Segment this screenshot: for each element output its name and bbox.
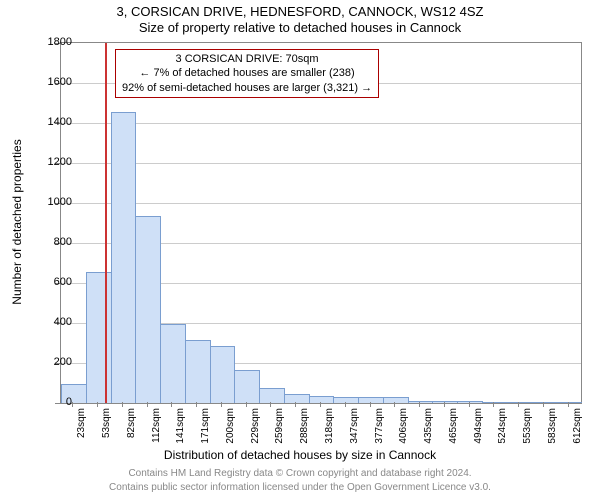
reference-line [105, 43, 107, 403]
footer-copyright: Contains HM Land Registry data © Crown c… [0, 468, 600, 479]
histogram-bar [432, 401, 458, 403]
ytick-label: 400 [32, 316, 72, 328]
histogram-bar [135, 216, 161, 403]
histogram-bar [284, 394, 310, 403]
xtick [97, 402, 98, 407]
xtick [295, 402, 296, 407]
histogram-bar [234, 370, 260, 403]
xtick [345, 402, 346, 407]
annotation-line: ← 7% of detached houses are smaller (238… [122, 66, 372, 80]
gridline [61, 123, 581, 124]
histogram-bar [383, 397, 409, 403]
ytick-label: 1200 [32, 156, 72, 168]
histogram-bar [358, 397, 384, 403]
xtick [246, 402, 247, 407]
xtick [543, 402, 544, 407]
histogram-bar [531, 402, 557, 403]
yaxis-title: Number of detached properties [10, 42, 24, 402]
xtick [419, 402, 420, 407]
ytick-label: 0 [32, 396, 72, 408]
ytick-label: 1600 [32, 76, 72, 88]
xtick [196, 402, 197, 407]
xtick [444, 402, 445, 407]
ytick-label: 1800 [32, 36, 72, 48]
histogram-bar [309, 396, 335, 403]
annotation-box: 3 CORSICAN DRIVE: 70sqm← 7% of detached … [115, 49, 379, 98]
title-sub: Size of property relative to detached ho… [0, 20, 600, 35]
histogram-bar [111, 112, 137, 403]
xtick [370, 402, 371, 407]
histogram-bar [210, 346, 236, 403]
gridline [61, 163, 581, 164]
xtick [147, 402, 148, 407]
xtick [320, 402, 321, 407]
ytick-label: 1400 [32, 116, 72, 128]
histogram-bar [86, 272, 112, 403]
plot-area: 3 CORSICAN DRIVE: 70sqm← 7% of detached … [60, 42, 582, 404]
histogram-bar [185, 340, 211, 403]
histogram-bar [457, 401, 483, 403]
histogram-bar [556, 402, 582, 403]
histogram-bar [160, 324, 186, 403]
histogram-bar [482, 402, 508, 403]
title-main: 3, CORSICAN DRIVE, HEDNESFORD, CANNOCK, … [0, 4, 600, 19]
ytick-label: 200 [32, 356, 72, 368]
histogram-bar [408, 401, 434, 403]
xaxis-title: Distribution of detached houses by size … [0, 448, 600, 462]
annotation-line: 3 CORSICAN DRIVE: 70sqm [122, 52, 372, 66]
ytick-label: 800 [32, 236, 72, 248]
ytick-label: 600 [32, 276, 72, 288]
xtick [171, 402, 172, 407]
xtick [72, 402, 73, 407]
ytick-label: 1000 [32, 196, 72, 208]
gridline [61, 203, 581, 204]
xtick [518, 402, 519, 407]
xtick [394, 402, 395, 407]
xtick [568, 402, 569, 407]
histogram-bar [507, 402, 533, 403]
xtick [493, 402, 494, 407]
footer-licence: Contains public sector information licen… [0, 482, 600, 493]
annotation-line: 92% of semi-detached houses are larger (… [122, 81, 372, 95]
xtick [221, 402, 222, 407]
xtick [270, 402, 271, 407]
histogram-bar [333, 397, 359, 403]
xtick [122, 402, 123, 407]
histogram-bar [259, 388, 285, 403]
xtick [469, 402, 470, 407]
